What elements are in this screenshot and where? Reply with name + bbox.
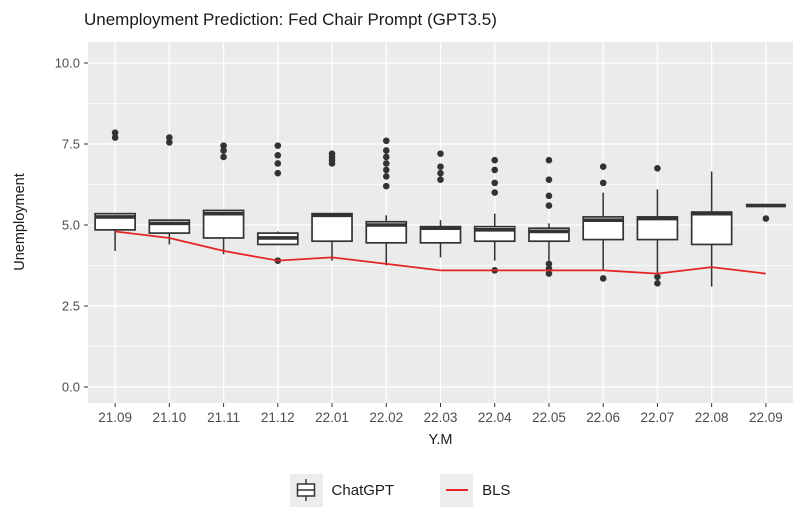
boxplot-22.05: [528, 156, 570, 277]
y-tick-label: 0.0: [62, 380, 80, 395]
boxplot-22.03: [419, 150, 462, 258]
outlier-point: [328, 150, 336, 158]
outlier-point: [274, 160, 282, 167]
outlier-point: [274, 142, 282, 149]
outlier-point: [382, 160, 390, 167]
outlier-point: [274, 152, 282, 159]
x-tick-label: 22.01: [315, 410, 349, 425]
x-tick-label: 22.09: [749, 410, 783, 425]
y-tick-label: 5.0: [62, 218, 80, 233]
outlier-point: [491, 179, 499, 187]
outlier-point: [382, 173, 390, 180]
outlier-point: [111, 129, 119, 136]
boxplot-22.04: [473, 156, 516, 274]
outlier-point: [220, 147, 227, 154]
outlier-point: [545, 270, 553, 277]
outlier-point: [545, 192, 553, 200]
boxplot-21.09: [94, 129, 136, 251]
box: [311, 212, 353, 243]
legend: ChatGPT BLS: [0, 468, 800, 512]
outlier-point: [382, 166, 390, 174]
outlier-point: [545, 156, 553, 164]
outlier-point: [111, 134, 119, 141]
outlier-point: [491, 156, 499, 164]
outlier-point: [274, 169, 282, 177]
outlier-point: [654, 165, 661, 172]
bls-line-key-icon: [440, 473, 474, 507]
x-tick-label: 22.05: [532, 410, 566, 425]
outlier-point: [220, 153, 227, 161]
boxplot-22.07: [636, 165, 679, 287]
outlier-point: [654, 273, 661, 281]
x-tick-label: 21.10: [152, 410, 186, 425]
outlier-point: [166, 134, 173, 141]
outlier-point: [599, 179, 607, 187]
outlier-point: [382, 182, 390, 190]
x-axis-title: Y.M: [428, 432, 453, 448]
x-tick-label: 22.02: [369, 410, 403, 425]
outlier-point: [599, 275, 607, 282]
outlier-point: [762, 215, 770, 222]
outlier-point: [437, 150, 444, 158]
bls-line: [115, 230, 766, 275]
outlier-point: [491, 166, 499, 174]
legend-label-chatgpt: ChatGPT: [331, 481, 395, 499]
x-tick-label: 22.04: [478, 410, 512, 425]
outlier-point: [437, 163, 444, 170]
x-tick-label: 22.06: [586, 410, 620, 425]
x-tick-label: 21.11: [207, 410, 240, 425]
outlier-point: [545, 260, 553, 268]
legend-item-chatgpt: ChatGPT: [289, 473, 395, 507]
box: [365, 220, 408, 244]
outlier-point: [491, 189, 499, 196]
boxplot-key-icon: [289, 473, 323, 507]
boxplot-21.11: [202, 142, 245, 255]
x-tick-label: 21.12: [261, 410, 295, 425]
boxplot-22.01: [311, 150, 353, 261]
outlier-point: [437, 176, 444, 183]
outlier-point: [166, 139, 173, 146]
boxplot-21.10: [148, 134, 191, 245]
legend-item-bls: BLS: [440, 473, 511, 507]
box: [582, 216, 625, 241]
boxplot-21.12: [256, 142, 299, 264]
boxplot-22.09: [745, 203, 786, 222]
y-tick-label: 7.5: [62, 137, 80, 152]
outlier-point: [654, 280, 661, 287]
chart-title: Unemployment Prediction: Fed Chair Promp…: [84, 10, 497, 29]
outlier-point: [437, 169, 444, 177]
boxplot-22.02: [365, 137, 408, 266]
plot-area: 0.0 2.5 5.0 7.5 10.0 21.09 21.10 21.11 21.12 22.0…: [55, 42, 793, 425]
y-tick-label: 2.5: [62, 299, 80, 314]
x-tick-label: 22.07: [641, 410, 675, 425]
outlier-point: [382, 153, 390, 161]
outlier-point: [382, 137, 390, 145]
outlier-point: [220, 142, 227, 149]
y-tick-label: 10.0: [55, 56, 80, 71]
outlier-point: [545, 202, 553, 209]
boxplot-22.06: [582, 163, 625, 282]
outlier-point: [382, 147, 390, 154]
legend-label-bls: BLS: [482, 481, 511, 499]
outlier-point: [599, 163, 607, 170]
x-tick-label: 22.03: [424, 410, 458, 425]
outlier-point: [545, 176, 553, 183]
x-tick-label: 22.08: [695, 410, 729, 425]
boxplot-22.08: [690, 171, 733, 287]
box: [690, 211, 733, 246]
x-tick-label: 21.09: [98, 410, 132, 425]
